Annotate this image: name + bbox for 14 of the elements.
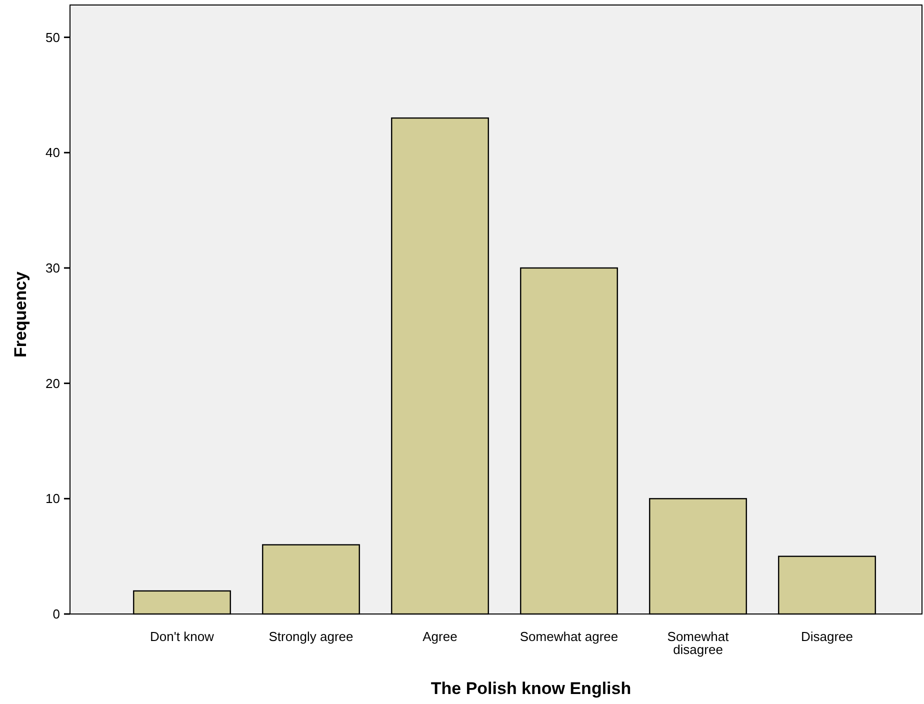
y-tick-label: 50	[46, 30, 60, 45]
x-tick-label: Disagree	[800, 629, 854, 644]
y-tick-label: 40	[46, 145, 60, 160]
y-tick-label: 10	[46, 491, 60, 506]
y-axis-title: Frequency	[11, 270, 30, 358]
x-tick-label: Somewhat disagree	[667, 629, 730, 657]
y-tick-label: 20	[46, 376, 60, 391]
x-axis-title: The Polish know English	[430, 679, 632, 698]
x-tick-label: Somewhat agree	[520, 629, 618, 644]
y-tick-label: 30	[46, 260, 60, 276]
x-tick-label: Don't know	[150, 629, 215, 644]
y-tick-label: 0	[52, 606, 60, 622]
x-tick-label: Agree	[422, 629, 458, 644]
x-tick-label: Strongly agree	[268, 629, 354, 644]
